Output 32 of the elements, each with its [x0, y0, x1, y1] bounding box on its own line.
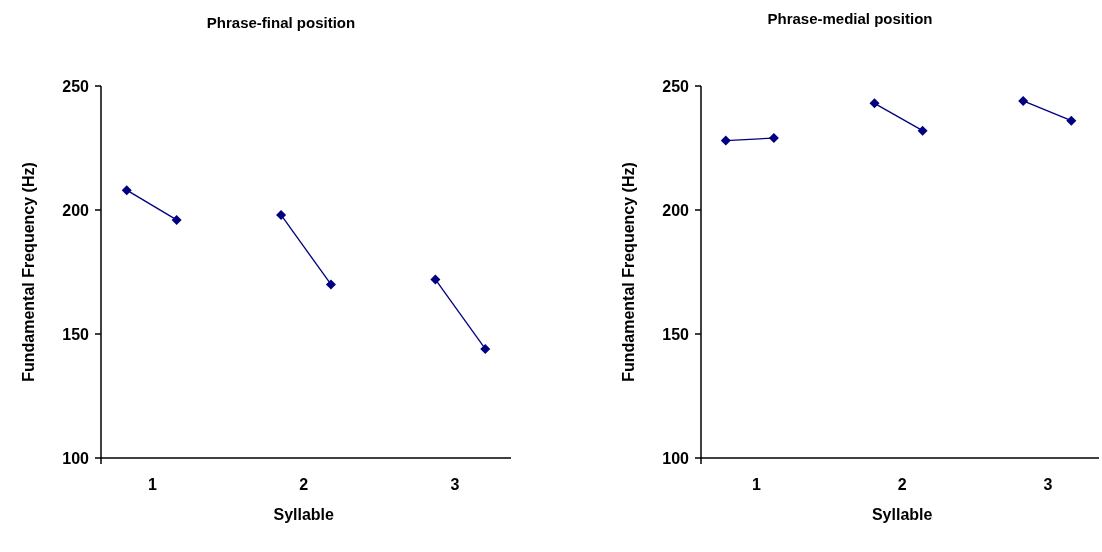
point	[171, 214, 182, 225]
y-tick-label: 250	[62, 77, 90, 95]
y-tick-label: 100	[62, 449, 90, 467]
x-tick-label: 3	[450, 476, 460, 493]
point	[917, 125, 928, 136]
x-axis-title: Syllable	[871, 506, 933, 523]
point	[325, 279, 336, 290]
y-axis-title: Fundamental Frequency (Hz)	[620, 162, 637, 382]
y-tick-label: 150	[662, 325, 690, 343]
point	[869, 98, 880, 109]
y-tick-label: 100	[662, 449, 690, 467]
point	[430, 274, 441, 285]
point	[480, 343, 491, 354]
point	[768, 133, 779, 144]
chart-title: Phrase-medial position	[767, 10, 933, 27]
y-tick-label: 200	[662, 201, 690, 219]
y-tick-label: 250	[662, 77, 690, 95]
x-tick-label: 2	[897, 476, 907, 493]
chart-title: Phrase-final position	[206, 14, 356, 31]
point	[1018, 95, 1029, 106]
y-tick-label: 150	[62, 325, 90, 343]
x-tick-label: 1	[147, 476, 157, 493]
point	[276, 209, 287, 220]
point	[1066, 115, 1077, 126]
x-axis-title: Syllable	[273, 506, 335, 523]
x-tick-label: 3	[1043, 476, 1053, 493]
x-tick-label: 1	[751, 476, 761, 493]
y-axis-title: Fundamental Frequency (Hz)	[20, 162, 37, 382]
x-tick-label: 2	[299, 476, 309, 493]
y-tick-label: 200	[62, 201, 90, 219]
point	[121, 185, 132, 196]
point	[720, 135, 731, 146]
